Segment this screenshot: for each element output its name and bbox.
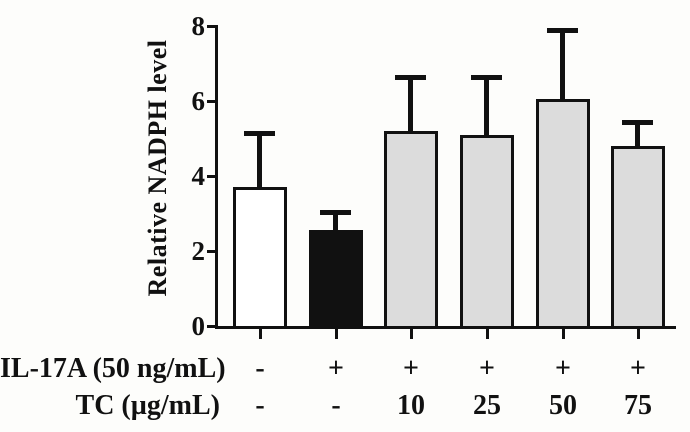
- y-axis-tick: [207, 325, 215, 328]
- error-bar-cap: [471, 75, 502, 80]
- condition-row-label-il17a: IL-17A (50 ng/mL): [0, 353, 226, 384]
- bar: [536, 99, 590, 329]
- x-axis-tick: [562, 329, 565, 339]
- y-axis-line: [215, 25, 218, 329]
- bar: [460, 135, 514, 329]
- condition-value-tc: 25: [473, 390, 501, 421]
- error-bar-stem: [257, 131, 262, 187]
- condition-value-il17a: +: [630, 353, 646, 384]
- y-axis-tick: [207, 100, 215, 103]
- condition-value-tc: 50: [549, 390, 577, 421]
- y-tick-label: 4: [191, 161, 206, 191]
- y-tick-label: 0: [191, 311, 206, 341]
- y-tick-label: 2: [191, 236, 206, 266]
- x-axis-tick: [486, 329, 489, 339]
- y-axis-tick: [207, 25, 215, 28]
- condition-value-tc: 10: [397, 390, 425, 421]
- condition-value-il17a: -: [255, 353, 265, 384]
- x-axis-tick: [410, 329, 413, 339]
- condition-row-label-tc: TC (µg/mL): [75, 390, 220, 421]
- bar: [309, 230, 363, 329]
- error-bar-cap: [320, 210, 351, 215]
- error-bar-cap: [244, 131, 275, 136]
- x-axis-line: [215, 326, 676, 329]
- condition-value-il17a: +: [555, 353, 571, 384]
- bar: [611, 146, 665, 329]
- condition-value-tc: 75: [624, 390, 652, 421]
- error-bar-cap: [395, 75, 426, 80]
- error-bar-stem: [484, 75, 489, 135]
- y-tick-label: 6: [191, 86, 206, 116]
- y-axis-tick: [207, 175, 215, 178]
- condition-value-il17a: +: [403, 353, 419, 384]
- error-bar-cap: [622, 120, 653, 125]
- bar: [384, 131, 438, 329]
- y-tick-label: 8: [191, 11, 206, 41]
- error-bar-stem: [408, 75, 413, 131]
- error-bar-stem: [333, 210, 338, 230]
- condition-value-il17a: +: [479, 353, 495, 384]
- error-bar-stem: [560, 28, 565, 99]
- condition-value-tc: -: [331, 390, 341, 421]
- y-axis-tick: [207, 250, 215, 253]
- error-bar-cap: [547, 28, 578, 33]
- error-bar-stem: [635, 120, 640, 146]
- x-axis-tick: [637, 329, 640, 339]
- condition-value-tc: -: [255, 390, 265, 421]
- x-axis-tick: [335, 329, 338, 339]
- x-axis-tick: [259, 329, 262, 339]
- condition-value-il17a: +: [328, 353, 344, 384]
- bar: [233, 187, 287, 329]
